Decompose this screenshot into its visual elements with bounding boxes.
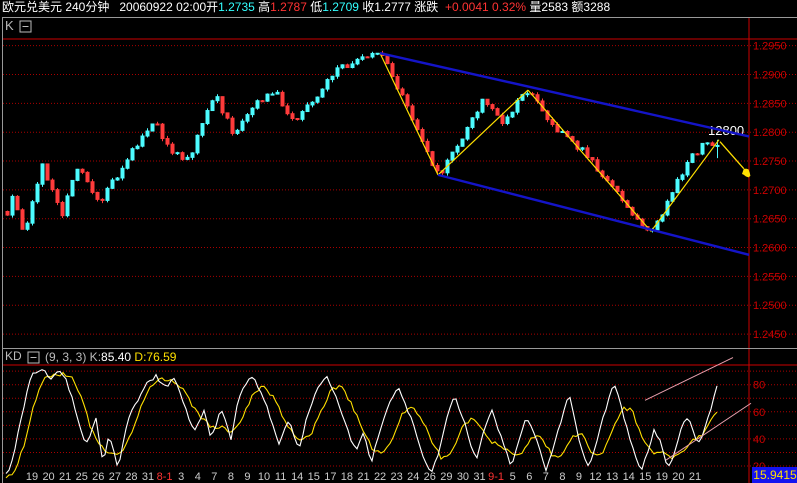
svg-text:8-1: 8-1 [157, 471, 173, 483]
svg-text:3: 3 [178, 471, 184, 483]
svg-text:31: 31 [473, 471, 485, 483]
svg-text:5: 5 [510, 471, 516, 483]
svg-text:13: 13 [606, 471, 618, 483]
svg-text:24: 24 [407, 471, 419, 483]
svg-text:1.2750: 1.2750 [753, 156, 787, 168]
svg-text:15: 15 [639, 471, 651, 483]
svg-text:19: 19 [26, 471, 38, 483]
svg-text:27: 27 [109, 471, 121, 483]
svg-text:80: 80 [753, 380, 765, 392]
svg-text:10: 10 [258, 471, 270, 483]
svg-text:1.2500: 1.2500 [753, 300, 787, 312]
svg-text:1.2550: 1.2550 [753, 271, 787, 283]
svg-text:9-1: 9-1 [488, 471, 504, 483]
svg-text:9: 9 [244, 471, 250, 483]
svg-text:14: 14 [623, 471, 635, 483]
svg-text:17: 17 [324, 471, 336, 483]
svg-text:20: 20 [672, 471, 684, 483]
svg-text:21: 21 [357, 471, 369, 483]
svg-text:21: 21 [689, 471, 701, 483]
svg-text:25: 25 [76, 471, 88, 483]
svg-text:19: 19 [656, 471, 668, 483]
svg-text:28: 28 [125, 471, 137, 483]
svg-text:8: 8 [559, 471, 565, 483]
svg-text:8: 8 [228, 471, 234, 483]
svg-text:29: 29 [440, 471, 452, 483]
svg-text:60: 60 [753, 407, 765, 419]
svg-text:1.2650: 1.2650 [753, 214, 787, 226]
svg-text:7: 7 [211, 471, 217, 483]
svg-text:12: 12 [589, 471, 601, 483]
svg-text:14: 14 [291, 471, 303, 483]
svg-text:1.2900: 1.2900 [753, 70, 787, 82]
svg-text:30: 30 [457, 471, 469, 483]
svg-text:1.2800: 1.2800 [753, 127, 787, 139]
svg-text:11: 11 [275, 471, 286, 483]
svg-text:18: 18 [341, 471, 353, 483]
svg-text:26: 26 [92, 471, 104, 483]
svg-text:1.2700: 1.2700 [753, 185, 787, 197]
svg-text:7: 7 [543, 471, 549, 483]
svg-text:23: 23 [391, 471, 403, 483]
svg-text:31: 31 [142, 471, 154, 483]
svg-text:22: 22 [374, 471, 386, 483]
svg-text:1.2450: 1.2450 [753, 329, 787, 341]
svg-text:9: 9 [576, 471, 582, 483]
svg-text:26: 26 [424, 471, 436, 483]
svg-text:15: 15 [308, 471, 320, 483]
svg-text:4: 4 [195, 471, 201, 483]
svg-text:40: 40 [753, 434, 765, 446]
svg-text:1.2950: 1.2950 [753, 41, 787, 53]
svg-text:1.2850: 1.2850 [753, 98, 787, 110]
svg-text:6: 6 [526, 471, 532, 483]
svg-text:21: 21 [59, 471, 71, 483]
svg-text:20: 20 [42, 471, 54, 483]
svg-text:17: 17 [3, 471, 4, 483]
svg-text:1.2600: 1.2600 [753, 243, 787, 255]
